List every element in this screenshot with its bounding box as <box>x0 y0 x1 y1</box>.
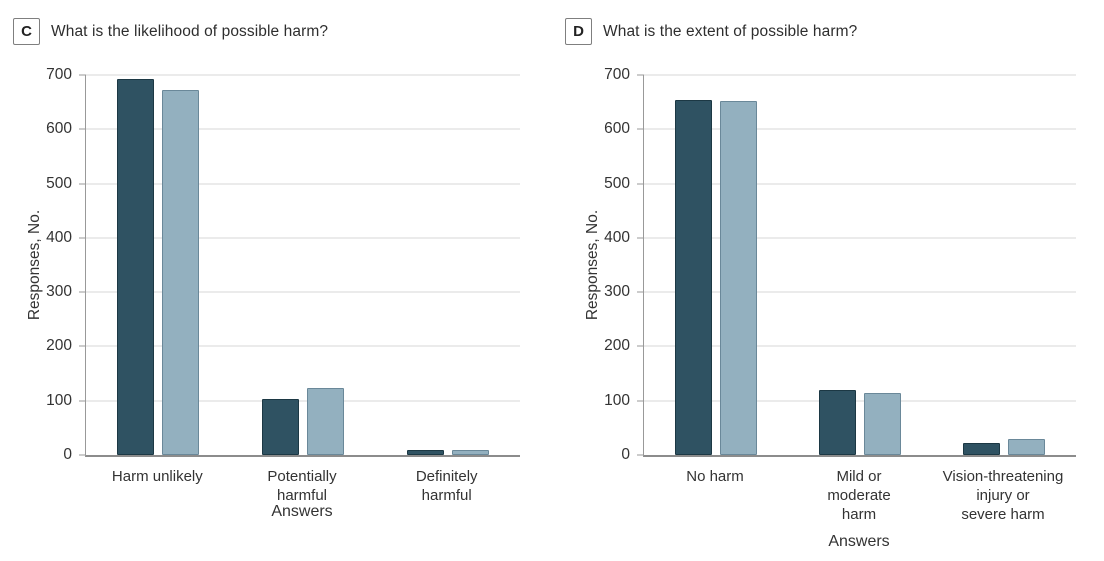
y-tick <box>79 183 86 185</box>
y-tick-label: 0 <box>621 446 630 463</box>
y-tick-label: 700 <box>604 66 630 83</box>
y-tick-label: 500 <box>604 174 630 192</box>
y-tick <box>79 291 86 293</box>
y-tick-label: 0 <box>63 446 72 463</box>
panel-letter-badge: C <box>13 18 40 45</box>
x-axis-title: Answers <box>271 503 333 520</box>
gridline <box>86 345 520 348</box>
category-label: No harm <box>686 468 744 485</box>
bar-series-1-dark-cat2 <box>963 443 1000 455</box>
gridline <box>644 74 1076 76</box>
bar-series-2-light-cat2 <box>1008 439 1045 455</box>
gridline <box>86 74 520 76</box>
y-tick-label: 200 <box>604 337 630 355</box>
y-tick-label: 600 <box>604 120 630 138</box>
gridline <box>86 291 520 294</box>
gridline <box>644 399 1076 402</box>
bars-layer <box>86 75 520 455</box>
y-tick <box>637 128 644 130</box>
x-category-labels: No harm Mild or moderate harm Vision-threa… <box>643 467 1075 524</box>
gridline <box>644 236 1076 239</box>
panel-title: What is the extent of possible harm? <box>603 22 858 40</box>
y-tick <box>637 183 644 185</box>
y-axis-title: Responses, No. <box>26 209 43 321</box>
category-label: Vision-threatening injury or severe harm <box>942 468 1064 523</box>
x-category-labels: Harm unlikely Potentially harmful Definite… <box>85 467 519 505</box>
y-tick-label: 500 <box>46 174 72 192</box>
panel-title: What is the likelihood of possible harm? <box>51 22 329 40</box>
bar-group <box>932 75 1076 455</box>
y-tick <box>637 454 644 456</box>
y-tick <box>637 400 644 402</box>
y-tick-label: 200 <box>46 337 72 355</box>
bar-series-2-light-cat0 <box>162 90 200 455</box>
plot-area: 0 100 200 300 400 500 600 700 <box>46 67 520 462</box>
y-tick <box>79 128 86 130</box>
bar-series-1-dark-cat1 <box>262 399 299 455</box>
y-tick-label: 600 <box>46 120 72 138</box>
bar-group <box>231 75 376 455</box>
panel-letter-badge: D <box>565 18 592 45</box>
y-tick <box>637 291 644 293</box>
y-tick <box>637 74 644 76</box>
gridline <box>644 182 1076 185</box>
bar-series-2-light-cat1 <box>307 388 344 455</box>
bar-series-2-light-cat1 <box>864 392 901 455</box>
x-axis-title: Answers <box>828 533 890 550</box>
bar-series-2-light-cat2 <box>451 449 489 455</box>
plot-area: 0 100 200 300 400 500 600 700 <box>604 67 1076 462</box>
y-tick-label: 400 <box>604 228 630 246</box>
category-label: Mild or moderate harm <box>827 468 891 523</box>
bar-group <box>788 75 932 455</box>
panel-c-header: C What is the likelihood of possible har… <box>13 18 328 45</box>
panel-d-header: D What is the extent of possible harm? <box>565 18 857 45</box>
gridline <box>644 128 1076 131</box>
y-tick <box>79 454 86 456</box>
y-tick-label: 400 <box>46 228 72 246</box>
y-tick <box>79 345 86 347</box>
gridline <box>86 236 520 239</box>
y-axis-title: Responses, No. <box>584 209 601 321</box>
y-tick <box>637 345 644 347</box>
bar-series-1-dark-cat2 <box>406 450 444 455</box>
gridline <box>86 182 520 185</box>
bar-series-1-dark-cat0 <box>117 79 155 455</box>
y-tick-label: 700 <box>46 66 72 83</box>
bar-series-1-dark-cat0 <box>675 99 712 455</box>
y-tick-label: 100 <box>604 391 630 409</box>
bar-series-2-light-cat0 <box>720 101 757 455</box>
y-tick-label: 300 <box>604 283 630 301</box>
category-label: Harm unlikely <box>111 468 203 485</box>
category-label: Definitely harmful <box>415 468 478 504</box>
y-tick <box>637 237 644 239</box>
bar-group <box>644 75 788 455</box>
panel-c: C What is the likelihood of possible har… <box>13 18 520 520</box>
y-tick <box>79 237 86 239</box>
gridline <box>86 399 520 402</box>
bars-layer <box>644 75 1076 455</box>
gridline <box>644 291 1076 294</box>
y-tick-label: 100 <box>46 391 72 409</box>
category-label: Potentially harmful <box>267 468 337 504</box>
panel-d: D What is the extent of possible harm? R… <box>552 0 1104 561</box>
y-tick <box>79 400 86 402</box>
bar-group <box>375 75 520 455</box>
gridline <box>86 128 520 131</box>
gridline <box>644 345 1076 348</box>
y-tick-label: 300 <box>46 283 72 301</box>
bar-series-1-dark-cat1 <box>819 389 856 455</box>
bar-group <box>86 75 231 455</box>
y-tick <box>79 74 86 76</box>
